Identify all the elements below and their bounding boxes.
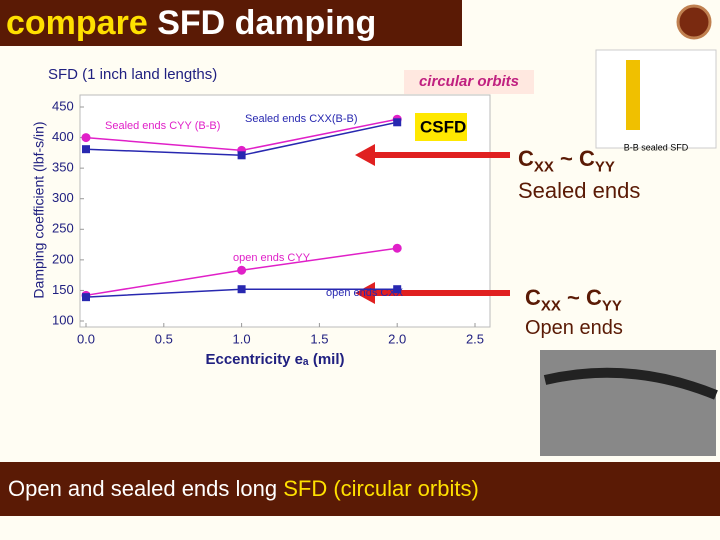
formula-part: XX xyxy=(533,158,554,176)
formula-part: C xyxy=(525,285,541,310)
x-tick-label: 0.0 xyxy=(77,331,95,346)
caption: Open ends xyxy=(525,317,623,339)
inset-part xyxy=(626,60,640,130)
arrow-head xyxy=(355,282,375,304)
point xyxy=(237,285,246,294)
formula-part: C xyxy=(518,146,534,171)
title-bar: compare SFD damping xyxy=(0,0,462,46)
y-tick-label: 150 xyxy=(52,282,74,297)
y-tick-label: 100 xyxy=(52,312,74,327)
y-axis-label: Damping coefficient (lbf-s/in) xyxy=(31,121,47,298)
x-axis-label: Eccentricity eₐ (mil) xyxy=(205,351,344,368)
y-tick-label: 450 xyxy=(52,98,74,113)
title-b: SFD damping xyxy=(157,4,377,42)
formula-part: XX xyxy=(540,297,561,315)
arrow-head xyxy=(355,144,375,166)
chart-subtitle: circular orbits xyxy=(419,73,519,90)
series-label: Sealed ends CXX(B-B) xyxy=(245,113,358,125)
formula: CXX ~ CYY xyxy=(525,285,622,314)
series-label: open ends CYY xyxy=(233,252,311,264)
point xyxy=(82,293,90,302)
annotation: CSFD xyxy=(420,117,466,136)
subtitle-box xyxy=(404,70,534,94)
footer-b: SFD (circular orbits) xyxy=(283,476,479,501)
point xyxy=(237,151,246,160)
point xyxy=(82,145,90,154)
x-tick-label: 2.5 xyxy=(466,331,484,346)
y-tick-label: 350 xyxy=(52,160,74,175)
y-tick-label: 400 xyxy=(52,129,74,144)
chart: SFD (1 inch land lengths) circular orbit… xyxy=(31,4,718,456)
x-tick-label: 1.0 xyxy=(233,331,251,346)
point xyxy=(81,133,91,143)
logo xyxy=(676,4,712,40)
y-tick-label: 200 xyxy=(52,251,74,266)
y-tick-label: 300 xyxy=(52,190,74,205)
chart-title: SFD (1 inch land lengths) xyxy=(48,66,217,83)
point xyxy=(392,243,402,253)
formula-part: ~ C xyxy=(560,285,602,310)
footer-a: Open and sealed ends long xyxy=(8,476,284,501)
point xyxy=(393,285,402,294)
photo-detail xyxy=(543,367,718,400)
title-a: compare xyxy=(6,4,148,42)
x-tick-label: 1.5 xyxy=(310,331,328,346)
caption: Sealed ends xyxy=(518,178,641,203)
inset-caption: B-B sealed SFD xyxy=(624,142,689,152)
footer: Open and sealed ends long SFD (circular … xyxy=(0,462,720,516)
series-label: Sealed ends CYY (B-B) xyxy=(105,120,220,132)
photo xyxy=(540,350,716,456)
point xyxy=(237,265,247,275)
formula-part: ~ C xyxy=(553,146,595,171)
inset-diagram xyxy=(595,49,717,149)
csfd-box xyxy=(415,113,467,141)
formula-part: YY xyxy=(601,297,622,315)
x-tick-label: 0.5 xyxy=(155,331,173,346)
x-tick-label: 2.0 xyxy=(388,331,406,346)
point xyxy=(393,118,402,127)
formula: CXX ~ CYY xyxy=(518,146,615,175)
y-tick-label: 250 xyxy=(52,221,74,236)
series-label: open ends CXX xyxy=(326,287,404,299)
formula-part: YY xyxy=(594,158,615,176)
